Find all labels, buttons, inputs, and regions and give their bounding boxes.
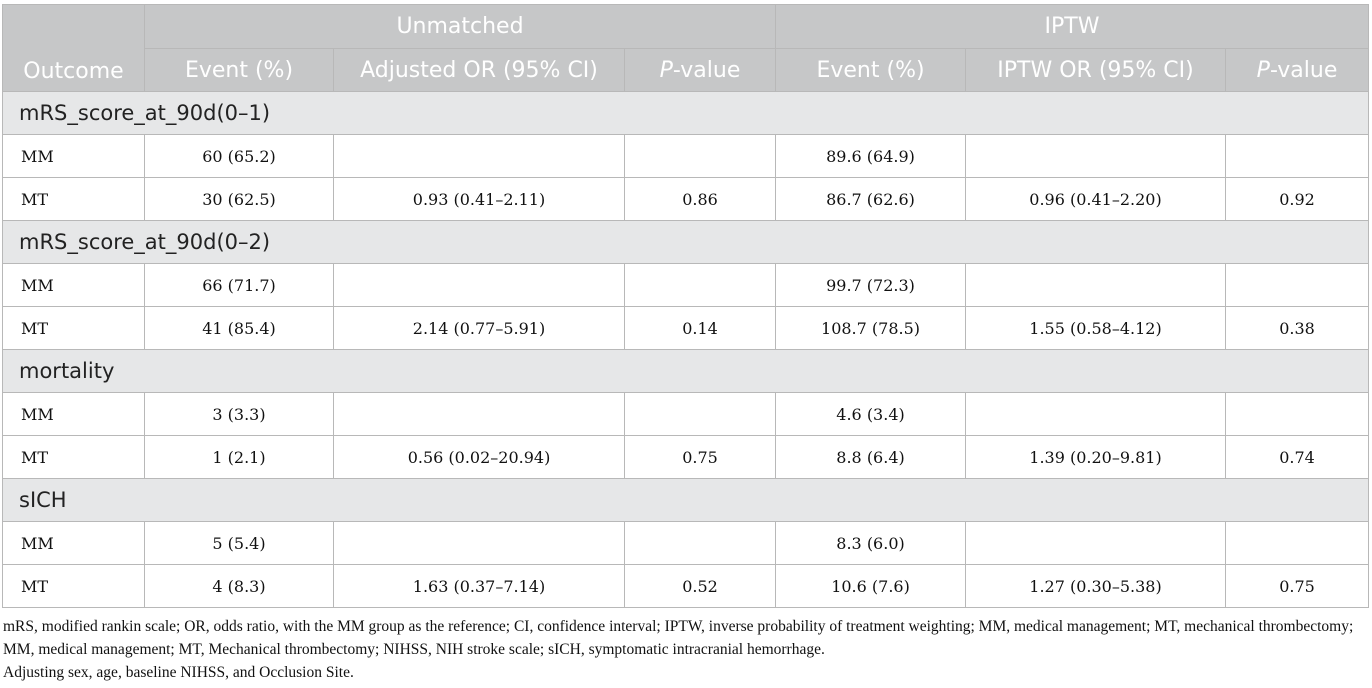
iptw-event-cell: 108.7 (78.5): [775, 306, 967, 350]
table-footnotes: mRS, modified rankin scale; OR, odds rat…: [3, 615, 1369, 684]
iptw-or-cell: [965, 392, 1227, 436]
iptw-or-cell: [965, 263, 1227, 307]
iptw-p-header: P-value: [1225, 48, 1370, 92]
section-title: mortality: [1, 349, 1370, 393]
iptw-event-cell: 89.6 (64.9): [775, 134, 967, 178]
iptw-p-cell: 0.92: [1225, 177, 1370, 221]
unmatched-p-cell: 0.14: [623, 306, 777, 350]
table-row: MT 1 (2.1) 0.56 (0.02–20.94) 0.75 8.8 (6.4) 1…: [2, 435, 1370, 479]
iptw-or-cell: 1.39 (0.20–9.81): [965, 435, 1227, 479]
unmatched-p-cell: [623, 134, 777, 178]
section-title: sICH: [1, 478, 1370, 522]
table-row: MM 66 (71.7) 99.7 (72.3): [2, 263, 1370, 307]
unmatched-or-cell: [333, 263, 625, 307]
section-title: mRS_score_at_90d(0–2): [1, 220, 1370, 264]
footnote-adjustment: Adjusting sex, age, baseline NIHSS, and …: [3, 664, 354, 681]
unmatched-p-cell: [623, 392, 777, 436]
results-table: Outcome Unmatched IPTW Event (%) Adjuste…: [1, 4, 1370, 608]
table-row: MT 41 (85.4) 2.14 (0.77–5.91) 0.14 108.7 (78…: [2, 306, 1370, 350]
iptw-or-header: IPTW OR (95% CI): [965, 48, 1227, 92]
section-title: mRS_score_at_90d(0–1): [1, 91, 1370, 135]
unmatched-event-cell: 41 (85.4): [144, 306, 334, 350]
unmatched-or-cell: 0.93 (0.41–2.11): [333, 177, 625, 221]
section-row: sICH: [1, 478, 1370, 522]
group-cell: MM: [2, 392, 145, 436]
iptw-or-cell: 1.27 (0.30–5.38): [965, 564, 1227, 608]
unmatched-p-cell: 0.86: [623, 177, 777, 221]
iptw-group-header: IPTW: [775, 4, 1370, 49]
unmatched-p-cell: [623, 263, 777, 307]
unmatched-event-cell: 3 (3.3): [144, 392, 334, 436]
iptw-event-cell: 99.7 (72.3): [775, 263, 967, 307]
table-body: mRS_score_at_90d(0–1) MM 60 (65.2) 89.6 (64…: [1, 91, 1370, 608]
group-cell: MT: [2, 435, 145, 479]
outcome-header: Outcome: [2, 4, 145, 92]
group-cell: MT: [2, 564, 145, 608]
unmatched-or-cell: 0.56 (0.02–20.94): [333, 435, 625, 479]
iptw-or-cell: 0.96 (0.41–2.20): [965, 177, 1227, 221]
section-row: mRS_score_at_90d(0–1): [1, 91, 1370, 135]
unmatched-p-header: P-value: [623, 48, 777, 92]
iptw-p-cell: 0.74: [1225, 435, 1370, 479]
unmatched-or-cell: [333, 134, 625, 178]
section-row: mRS_score_at_90d(0–2): [1, 220, 1370, 264]
iptw-p-cell: [1225, 392, 1370, 436]
group-cell: MT: [2, 306, 145, 350]
iptw-or-cell: [965, 521, 1227, 565]
iptw-p-cell: [1225, 263, 1370, 307]
table-row: MM 5 (5.4) 8.3 (6.0): [2, 521, 1370, 565]
iptw-event-cell: 4.6 (3.4): [775, 392, 967, 436]
unmatched-p-cell: 0.52: [623, 564, 777, 608]
iptw-event-header: Event (%): [775, 48, 967, 92]
section-row: mortality: [1, 349, 1370, 393]
table-row: MM 3 (3.3) 4.6 (3.4): [2, 392, 1370, 436]
unmatched-event-cell: 66 (71.7): [144, 263, 334, 307]
unmatched-p-cell: [623, 521, 777, 565]
iptw-p-cell: 0.38: [1225, 306, 1370, 350]
iptw-or-cell: [965, 134, 1227, 178]
table-row: MM 60 (65.2) 89.6 (64.9): [2, 134, 1370, 178]
unmatched-event-cell: 60 (65.2): [144, 134, 334, 178]
unmatched-or-cell: [333, 521, 625, 565]
iptw-event-cell: 8.8 (6.4): [775, 435, 967, 479]
iptw-or-cell: 1.55 (0.58–4.12): [965, 306, 1227, 350]
unmatched-or-cell: 1.63 (0.37–7.14): [333, 564, 625, 608]
group-cell: MM: [2, 263, 145, 307]
group-cell: MT: [2, 177, 145, 221]
iptw-p-cell: 0.75: [1225, 564, 1370, 608]
iptw-p-cell: [1225, 521, 1370, 565]
iptw-event-cell: 86.7 (62.6): [775, 177, 967, 221]
table-row: MT 30 (62.5) 0.93 (0.41–2.11) 0.86 86.7 (62.…: [2, 177, 1370, 221]
iptw-p-cell: [1225, 134, 1370, 178]
unmatched-or-cell: [333, 392, 625, 436]
unmatched-group-header: Unmatched: [143, 4, 777, 49]
unmatched-event-cell: 1 (2.1): [144, 435, 334, 479]
unmatched-event-cell: 4 (8.3): [144, 564, 334, 608]
table-row: MT 4 (8.3) 1.63 (0.37–7.14) 0.52 10.6 (7.6) 1…: [2, 564, 1370, 608]
unmatched-event-cell: 30 (62.5): [144, 177, 334, 221]
group-cell: MM: [2, 521, 145, 565]
unmatched-or-header: Adjusted OR (95% CI): [333, 48, 625, 92]
unmatched-event-cell: 5 (5.4): [144, 521, 334, 565]
table-header: Outcome Unmatched IPTW Event (%) Adjuste…: [2, 4, 1370, 92]
group-cell: MM: [2, 134, 145, 178]
unmatched-or-cell: 2.14 (0.77–5.91): [333, 306, 625, 350]
unmatched-event-header: Event (%): [144, 48, 334, 92]
footnote-abbreviations: mRS, modified rankin scale; OR, odds rat…: [3, 618, 1354, 658]
iptw-event-cell: 8.3 (6.0): [775, 521, 967, 565]
iptw-event-cell: 10.6 (7.6): [775, 564, 967, 608]
unmatched-p-cell: 0.75: [623, 435, 777, 479]
